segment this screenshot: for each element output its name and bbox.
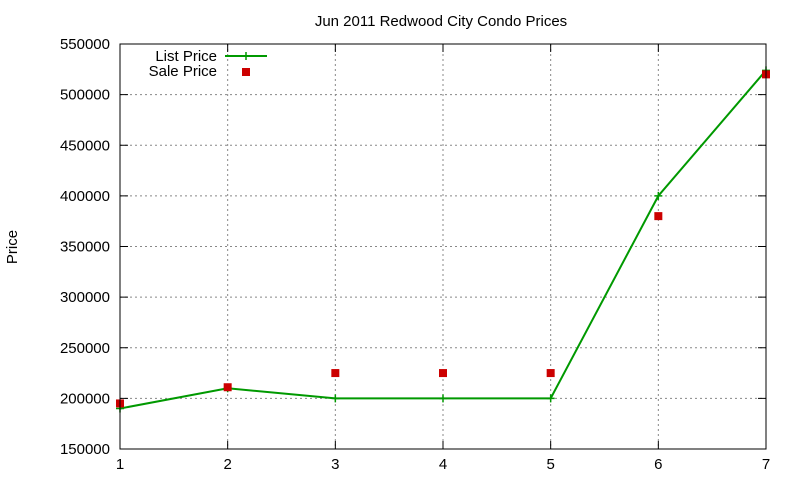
axis-ticks: 1500002000002500003000003500004000004500… xyxy=(60,36,770,473)
plot-frame xyxy=(119,43,767,450)
y-tick-label: 250000 xyxy=(60,340,110,357)
legend-label-list-price: List Price xyxy=(155,48,217,65)
y-tick-label: 500000 xyxy=(60,87,110,104)
legend-marker-list-price xyxy=(242,52,250,60)
x-tick-label: 1 xyxy=(116,456,124,473)
sale-price-point xyxy=(439,369,447,378)
sale-price-point xyxy=(331,369,340,378)
legend-label-sale-price: Sale Price xyxy=(149,63,217,80)
sale-price-point xyxy=(546,369,555,378)
chart-title: Jun 2011 Redwood City Condo Prices xyxy=(315,13,567,30)
y-tick-label: 350000 xyxy=(60,239,110,256)
y-tick-label: 300000 xyxy=(60,289,110,306)
y-tick-label: 150000 xyxy=(60,441,110,458)
sale-price-point xyxy=(654,212,663,221)
y-tick-label: 200000 xyxy=(60,390,110,407)
y-tick-label: 450000 xyxy=(60,137,110,154)
x-tick-label: 4 xyxy=(439,456,447,473)
y-tick-label: 400000 xyxy=(60,188,110,205)
sale-price-point xyxy=(223,383,232,392)
x-tick-label: 3 xyxy=(331,456,339,473)
x-tick-label: 5 xyxy=(546,456,554,473)
x-tick-label: 6 xyxy=(654,456,662,473)
y-axis-label: Price xyxy=(4,230,21,264)
list-price-point xyxy=(331,394,340,403)
list-price-point xyxy=(654,191,663,200)
y-tick-label: 550000 xyxy=(60,36,110,53)
list-price-point xyxy=(546,394,555,403)
list-price-point xyxy=(439,394,447,403)
legend-marker-sale-price xyxy=(242,68,250,76)
x-tick-label: 2 xyxy=(223,456,231,473)
x-tick-label: 7 xyxy=(762,456,770,473)
gridlines xyxy=(120,44,766,449)
